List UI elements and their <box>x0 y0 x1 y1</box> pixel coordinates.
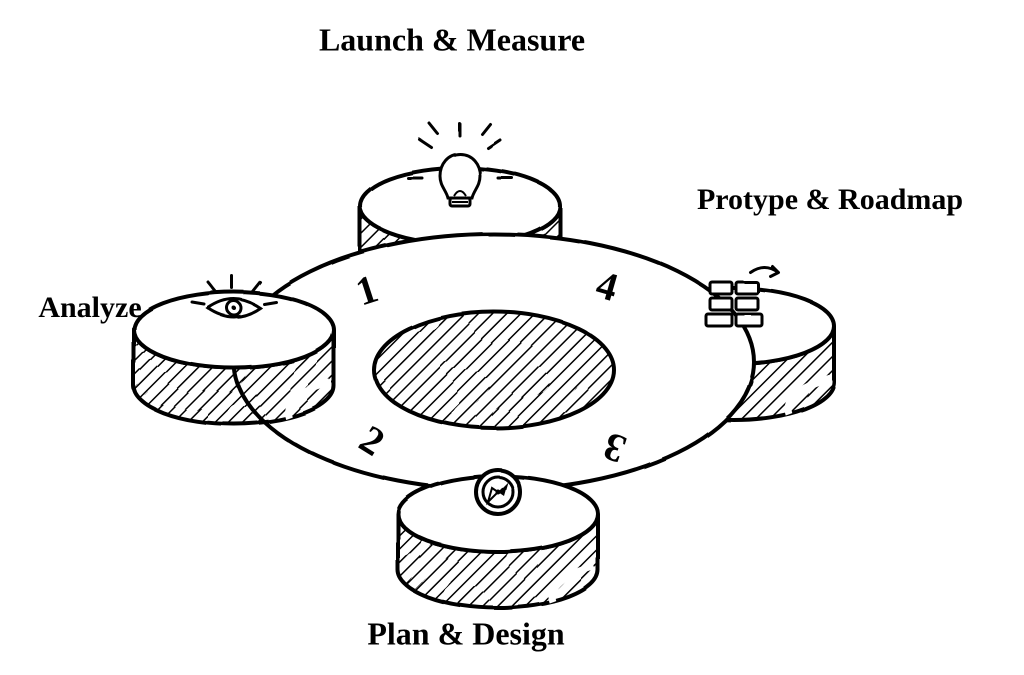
diagram-canvas: 1234 <box>0 0 1024 675</box>
label-analyze: Analyze <box>38 291 141 325</box>
process-cycle-diagram: 1234 Analyze Launch & Measure Plan & Des… <box>0 0 1024 675</box>
label-launch-measure: Launch & Measure <box>319 22 585 59</box>
label-plan-design: Plan & Design <box>367 616 564 653</box>
label-prototype-roadmap: Protype & Roadmap <box>697 183 963 217</box>
compass-icon <box>476 470 520 514</box>
